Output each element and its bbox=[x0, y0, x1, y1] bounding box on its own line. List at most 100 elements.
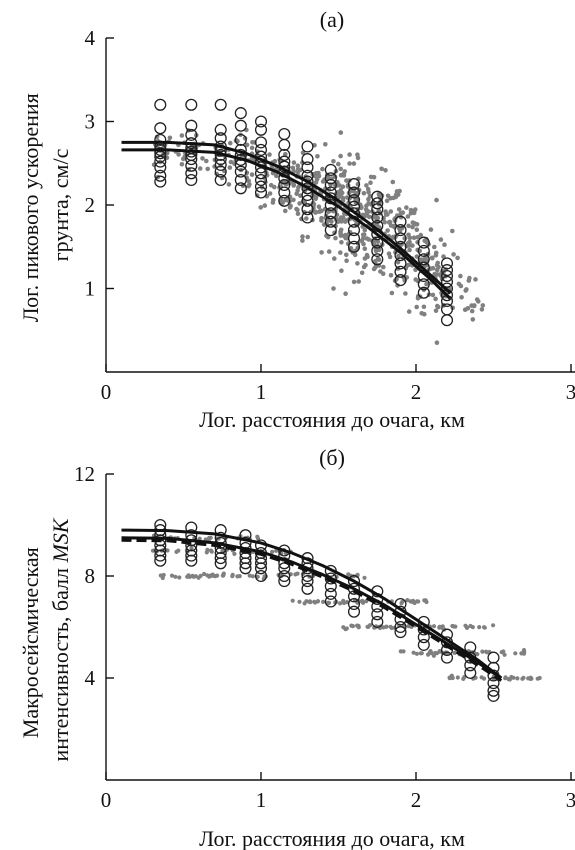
data-dot bbox=[403, 291, 408, 296]
observation-circle bbox=[256, 116, 267, 127]
panel-a-dots bbox=[152, 128, 485, 345]
data-dot bbox=[327, 249, 332, 254]
panel-b-ticks: 0 1 2 34812 bbox=[74, 462, 575, 812]
data-dot bbox=[511, 676, 515, 680]
data-dot bbox=[267, 152, 272, 157]
data-dot bbox=[339, 219, 344, 224]
data-dot bbox=[347, 152, 352, 157]
data-dot bbox=[381, 271, 386, 276]
data-dot bbox=[456, 675, 460, 679]
data-dot bbox=[366, 197, 371, 202]
data-dot bbox=[228, 141, 233, 146]
data-dot bbox=[465, 625, 469, 629]
data-dot bbox=[304, 216, 309, 221]
data-dot bbox=[351, 624, 355, 628]
data-dot bbox=[313, 210, 318, 215]
data-dot bbox=[458, 274, 463, 279]
data-dot bbox=[364, 183, 369, 188]
data-dot bbox=[387, 220, 392, 225]
data-dot bbox=[176, 549, 180, 553]
data-dot bbox=[180, 133, 185, 138]
panel-a-y-axis-title-line2: грунта, см/с bbox=[48, 148, 73, 261]
data-dot bbox=[300, 234, 305, 239]
data-dot bbox=[435, 272, 440, 277]
observation-circle bbox=[488, 652, 499, 663]
data-dot bbox=[439, 237, 444, 242]
data-dot bbox=[467, 276, 472, 281]
data-dot bbox=[344, 233, 349, 238]
data-dot bbox=[180, 162, 185, 167]
data-dot bbox=[469, 303, 474, 308]
panel-b-y-axis-title-line1: Макросейсмическая bbox=[18, 547, 43, 738]
data-dot bbox=[414, 305, 419, 310]
data-dot bbox=[227, 182, 232, 187]
data-dot bbox=[250, 146, 255, 151]
data-dot bbox=[413, 277, 418, 282]
panel-a-label: (а) bbox=[320, 7, 344, 32]
observation-circle bbox=[215, 99, 226, 110]
data-dot bbox=[432, 624, 436, 628]
y-tick-label: 3 bbox=[85, 110, 96, 134]
data-dot bbox=[365, 211, 370, 216]
data-dot bbox=[529, 677, 533, 681]
data-dot bbox=[368, 180, 373, 185]
data-dot bbox=[442, 242, 447, 247]
data-dot bbox=[338, 154, 343, 159]
data-dot bbox=[173, 575, 177, 579]
data-dot bbox=[382, 220, 387, 225]
data-dot bbox=[384, 212, 389, 217]
data-dot bbox=[411, 599, 415, 603]
data-dot bbox=[339, 233, 344, 238]
y-tick-label: 4 bbox=[85, 666, 96, 690]
data-dot bbox=[366, 190, 371, 195]
data-dot bbox=[430, 255, 435, 260]
observation-circle bbox=[235, 120, 246, 131]
y-tick-label: 12 bbox=[74, 462, 95, 486]
data-dot bbox=[327, 601, 331, 605]
data-dot bbox=[470, 309, 475, 314]
data-dot bbox=[491, 623, 495, 627]
data-dot bbox=[222, 572, 226, 576]
panel-a-y-axis-title-line1: Лог. пикового ускорения bbox=[18, 93, 43, 322]
data-dot bbox=[295, 208, 300, 213]
data-dot bbox=[431, 293, 436, 298]
data-dot bbox=[205, 167, 210, 172]
data-dot bbox=[312, 600, 316, 604]
data-dot bbox=[339, 240, 344, 245]
observation-circle bbox=[186, 99, 197, 110]
data-dot bbox=[422, 305, 427, 310]
data-dot bbox=[194, 574, 198, 578]
data-dot bbox=[318, 209, 323, 214]
data-dot bbox=[204, 159, 209, 164]
data-dot bbox=[213, 574, 217, 578]
panel-a: (а) 0 1 2 31234 Лог. расстояния до очага, к… bbox=[18, 7, 575, 432]
data-dot bbox=[346, 572, 350, 576]
data-dot bbox=[415, 227, 420, 232]
data-dot bbox=[200, 156, 205, 161]
x-tick-label: 1 bbox=[256, 788, 267, 812]
data-dot bbox=[450, 229, 455, 234]
data-dot bbox=[397, 207, 402, 212]
data-dot bbox=[435, 340, 440, 345]
data-dot bbox=[248, 574, 252, 578]
data-dot bbox=[503, 653, 507, 657]
data-dot bbox=[434, 308, 439, 313]
x-tick-label: 2 bbox=[411, 788, 422, 812]
panel-a-circles bbox=[155, 99, 453, 325]
data-dot bbox=[411, 220, 416, 225]
data-dot bbox=[323, 142, 328, 147]
data-dot bbox=[389, 209, 394, 214]
observation-circle bbox=[235, 108, 246, 119]
data-dot bbox=[288, 205, 293, 210]
data-dot bbox=[360, 271, 365, 276]
data-dot bbox=[269, 183, 274, 188]
data-dot bbox=[476, 299, 481, 304]
x-tick-label: 0 bbox=[101, 788, 112, 812]
data-dot bbox=[339, 268, 344, 273]
data-dot bbox=[314, 171, 319, 176]
data-dot bbox=[407, 248, 412, 253]
data-dot bbox=[429, 227, 434, 232]
panel-b-y-axis-title-italic: MSK bbox=[48, 517, 73, 563]
data-dot bbox=[434, 251, 439, 256]
data-dot bbox=[410, 225, 415, 230]
